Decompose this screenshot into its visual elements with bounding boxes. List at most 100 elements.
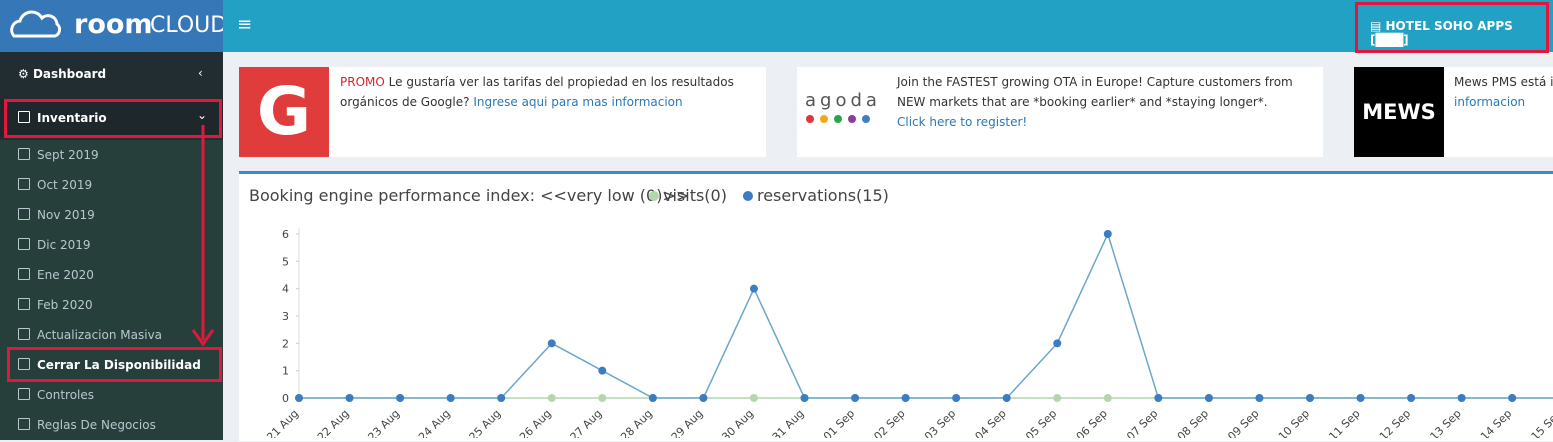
data-point bbox=[749, 284, 758, 293]
x-tick-label: 11 Sep bbox=[1326, 407, 1362, 438]
data-point bbox=[1154, 394, 1163, 402]
sidebar: ⚙ Dashboard ‹ Inventario ⌄ Sept 2019 Oct … bbox=[0, 52, 223, 440]
data-point bbox=[598, 394, 607, 402]
data-point bbox=[547, 394, 556, 402]
chart-panel: Booking engine performance index: <<very… bbox=[239, 171, 1553, 442]
x-tick-label: 13 Sep bbox=[1428, 407, 1464, 438]
banner-link[interactable]: Ingrese aqui para mas informacion bbox=[473, 95, 683, 109]
highlight-box bbox=[4, 99, 222, 138]
data-point bbox=[1053, 394, 1062, 402]
banner-logo: MEWS bbox=[1354, 67, 1444, 157]
data-point bbox=[295, 394, 303, 402]
data-point bbox=[497, 394, 506, 402]
x-tick-label: 14 Sep bbox=[1478, 407, 1514, 438]
promo-tag: PROMO bbox=[340, 75, 385, 89]
logo-bold: room bbox=[74, 9, 153, 40]
logo[interactable]: room CLOUD bbox=[0, 0, 227, 52]
submenu-item[interactable]: Oct 2019 bbox=[18, 178, 92, 192]
legend-label: visits(0) bbox=[663, 186, 727, 205]
legend-marker bbox=[742, 191, 753, 201]
y-tick-label: 3 bbox=[282, 310, 289, 323]
submenu-label: Nov 2019 bbox=[37, 208, 95, 222]
chevron: ‹ bbox=[198, 66, 203, 80]
banner-link[interactable]: informacion bbox=[1454, 95, 1526, 109]
data-point bbox=[446, 394, 455, 402]
data-point bbox=[800, 394, 809, 402]
submenu-item[interactable]: Actualizacion Masiva bbox=[18, 328, 162, 342]
y-tick-label: 0 bbox=[282, 392, 289, 405]
hotel-menu[interactable]: ▤ HOTEL SOHO APPS [███] bbox=[1370, 19, 1513, 47]
x-tick-label: 23 Aug bbox=[365, 407, 402, 438]
x-tick-label: 06 Sep bbox=[1074, 407, 1110, 438]
submenu-label: Dic 2019 bbox=[37, 238, 91, 252]
x-tick-label: 09 Sep bbox=[1225, 407, 1261, 438]
submenu-item[interactable]: Dic 2019 bbox=[18, 238, 91, 252]
data-point bbox=[1103, 394, 1112, 402]
y-tick-label: 1 bbox=[282, 365, 289, 378]
submenu-item[interactable]: Sept 2019 bbox=[18, 148, 99, 162]
x-tick-label: 31 Aug bbox=[770, 407, 807, 438]
submenu-item[interactable]: Ene 2020 bbox=[18, 268, 94, 282]
submenu-label: Reglas De Negocios bbox=[37, 418, 156, 432]
submenu-item[interactable]: Reglas De Negocios bbox=[18, 418, 156, 432]
data-point bbox=[851, 394, 860, 402]
data-point bbox=[1306, 394, 1314, 402]
submenu-item[interactable]: Cerrar La Disponibilidad bbox=[18, 358, 201, 372]
x-tick-label: 24 Aug bbox=[416, 407, 453, 438]
y-tick-label: 2 bbox=[282, 337, 289, 350]
highlight-box bbox=[1355, 2, 1549, 53]
data-point bbox=[1508, 394, 1517, 402]
chart-title: Booking engine performance index: <<very… bbox=[249, 186, 689, 205]
menu-label: Inventario bbox=[37, 111, 107, 125]
submenu-label: Sept 2019 bbox=[37, 148, 99, 162]
x-tick-label: 01 Sep bbox=[821, 407, 857, 438]
x-tick-label: 25 Aug bbox=[467, 407, 504, 438]
x-tick-label: 08 Sep bbox=[1175, 407, 1211, 438]
data-point bbox=[396, 394, 405, 402]
submenu-label: Oct 2019 bbox=[37, 178, 93, 192]
y-tick-label: 4 bbox=[282, 283, 289, 296]
x-tick-label: 29 Aug bbox=[669, 407, 706, 438]
x-tick-label: 22 Aug bbox=[315, 407, 352, 438]
banner-link[interactable]: Click here to register! bbox=[897, 115, 1028, 129]
x-tick-label: 15 Sep bbox=[1529, 407, 1553, 438]
series-line bbox=[299, 231, 1553, 399]
submenu-item[interactable]: Nov 2019 bbox=[18, 208, 95, 222]
menu-dashboard[interactable]: ⚙ Dashboard bbox=[18, 67, 107, 81]
x-tick-label: 30 Aug bbox=[719, 407, 756, 438]
y-tick-label: 5 bbox=[282, 255, 289, 268]
submenu-label: Cerrar La Disponibilidad bbox=[37, 358, 201, 372]
submenu-item[interactable]: Feb 2020 bbox=[18, 298, 93, 312]
x-tick-label: 07 Sep bbox=[1124, 407, 1160, 438]
data-point bbox=[1407, 394, 1416, 402]
submenu-item[interactable]: Controles bbox=[18, 388, 94, 402]
menu-toggle[interactable]: ≡ bbox=[237, 14, 253, 35]
data-point bbox=[1457, 394, 1466, 402]
x-tick-label: 05 Sep bbox=[1023, 407, 1059, 438]
x-tick-label: 12 Sep bbox=[1377, 407, 1413, 438]
banner-logo: G bbox=[239, 67, 329, 157]
logo-light: CLOUD bbox=[150, 13, 228, 38]
data-point bbox=[1255, 394, 1264, 402]
menu-section[interactable]: Inventario ⌄ bbox=[0, 99, 223, 137]
menu-label: Dashboard bbox=[32, 67, 107, 81]
data-point bbox=[547, 339, 556, 348]
x-tick-label: 02 Sep bbox=[871, 407, 907, 438]
data-point bbox=[1204, 394, 1213, 402]
banner[interactable]: agoda Join the FASTEST growing OTA in Eu… bbox=[797, 67, 1323, 157]
submenu-label: Actualizacion Masiva bbox=[37, 328, 163, 342]
x-tick-label: 03 Sep bbox=[922, 407, 958, 438]
data-point bbox=[1103, 230, 1112, 238]
data-point bbox=[1002, 394, 1011, 402]
banner[interactable]: G PROMO Le gustaría ver las tarifas del … bbox=[239, 67, 766, 157]
submenu: Sept 2019 Oct 2019 Nov 2019 Dic 2019 Ene 202… bbox=[0, 140, 223, 440]
banner-text: Le gustaría ver las tarifas del propieda… bbox=[340, 75, 734, 109]
banner[interactable]: MEWS Mews PMS está in informacion bbox=[1354, 67, 1553, 157]
x-tick-label: 26 Aug bbox=[517, 407, 554, 438]
x-tick-label: 27 Aug bbox=[568, 407, 605, 438]
x-tick-label: 10 Sep bbox=[1276, 407, 1312, 438]
data-point bbox=[952, 394, 961, 402]
data-point bbox=[598, 366, 607, 375]
data-point bbox=[1053, 339, 1062, 348]
